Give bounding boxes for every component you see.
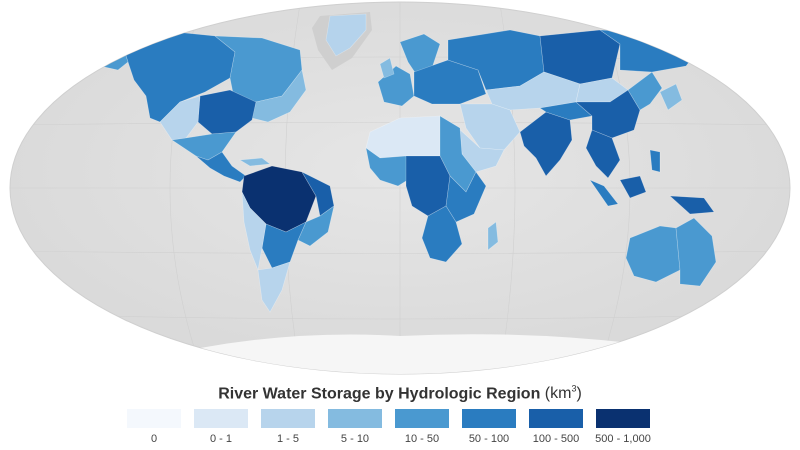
legend: 0 0 - 1 1 - 5 5 - 10 10 - 50 50 - 100 10… [127,409,651,445]
legend-swatch [194,409,248,428]
legend-swatch [395,409,449,428]
borneo [619,175,647,199]
legend-swatch [261,409,315,428]
legend-label: 50 - 100 [468,433,510,445]
north-america-region-east [251,69,307,123]
legend-bin-1: 0 - 1 [194,409,248,445]
legend-label: 0 - 1 [209,433,232,445]
korea-japan [659,83,683,111]
australia-east [675,217,717,287]
world-map [9,1,791,375]
legend-bin-7: 500 - 1,000 [595,409,651,445]
china-yangtze [575,89,641,139]
new-zealand [729,283,745,305]
south-america-parana [261,221,307,269]
china-north [627,71,663,111]
uk [379,57,395,79]
legend-swatch [596,409,650,428]
legend-bin-2: 1 - 5 [261,409,315,445]
legend-label: 0 [150,433,158,445]
southeast-asia [585,129,621,179]
north-america-region-mississippi [197,89,257,135]
legend-label: 5 - 10 [340,433,370,445]
legend-label: 500 - 1,000 [595,433,651,445]
legend-swatch [462,409,516,428]
caribbean [239,157,271,167]
south-america-south [257,261,291,313]
legend-title: River Water Storage by Hydrologic Region… [0,384,800,403]
himalaya [539,101,593,121]
philippines [649,149,661,173]
sumatra [589,179,619,207]
legend-unit: (km3) [544,384,582,403]
legend-bin-6: 100 - 500 [529,409,583,445]
africa-south [421,205,463,263]
legend-title-text: River Water Storage by Hydrologic Region [218,385,541,403]
legend-bin-0: 0 [127,409,181,445]
legend-swatch [127,409,181,428]
legend-label: 10 - 50 [404,433,440,445]
legend-swatch [529,409,583,428]
australia-west [625,225,681,283]
middle-east [459,103,521,151]
legend-label: 100 - 500 [532,433,580,445]
legend-bin-4: 10 - 50 [395,409,449,445]
legend-bin-3: 5 - 10 [328,409,382,445]
legend-label: 1 - 5 [276,433,299,445]
new-guinea [669,195,715,215]
legend-bin-5: 50 - 100 [462,409,516,445]
madagascar [487,221,499,251]
legend-swatch [328,409,382,428]
europe-east [413,59,487,105]
world-map-svg [9,1,791,375]
greenland-ice [325,13,367,57]
south-america-andes [241,191,267,272]
